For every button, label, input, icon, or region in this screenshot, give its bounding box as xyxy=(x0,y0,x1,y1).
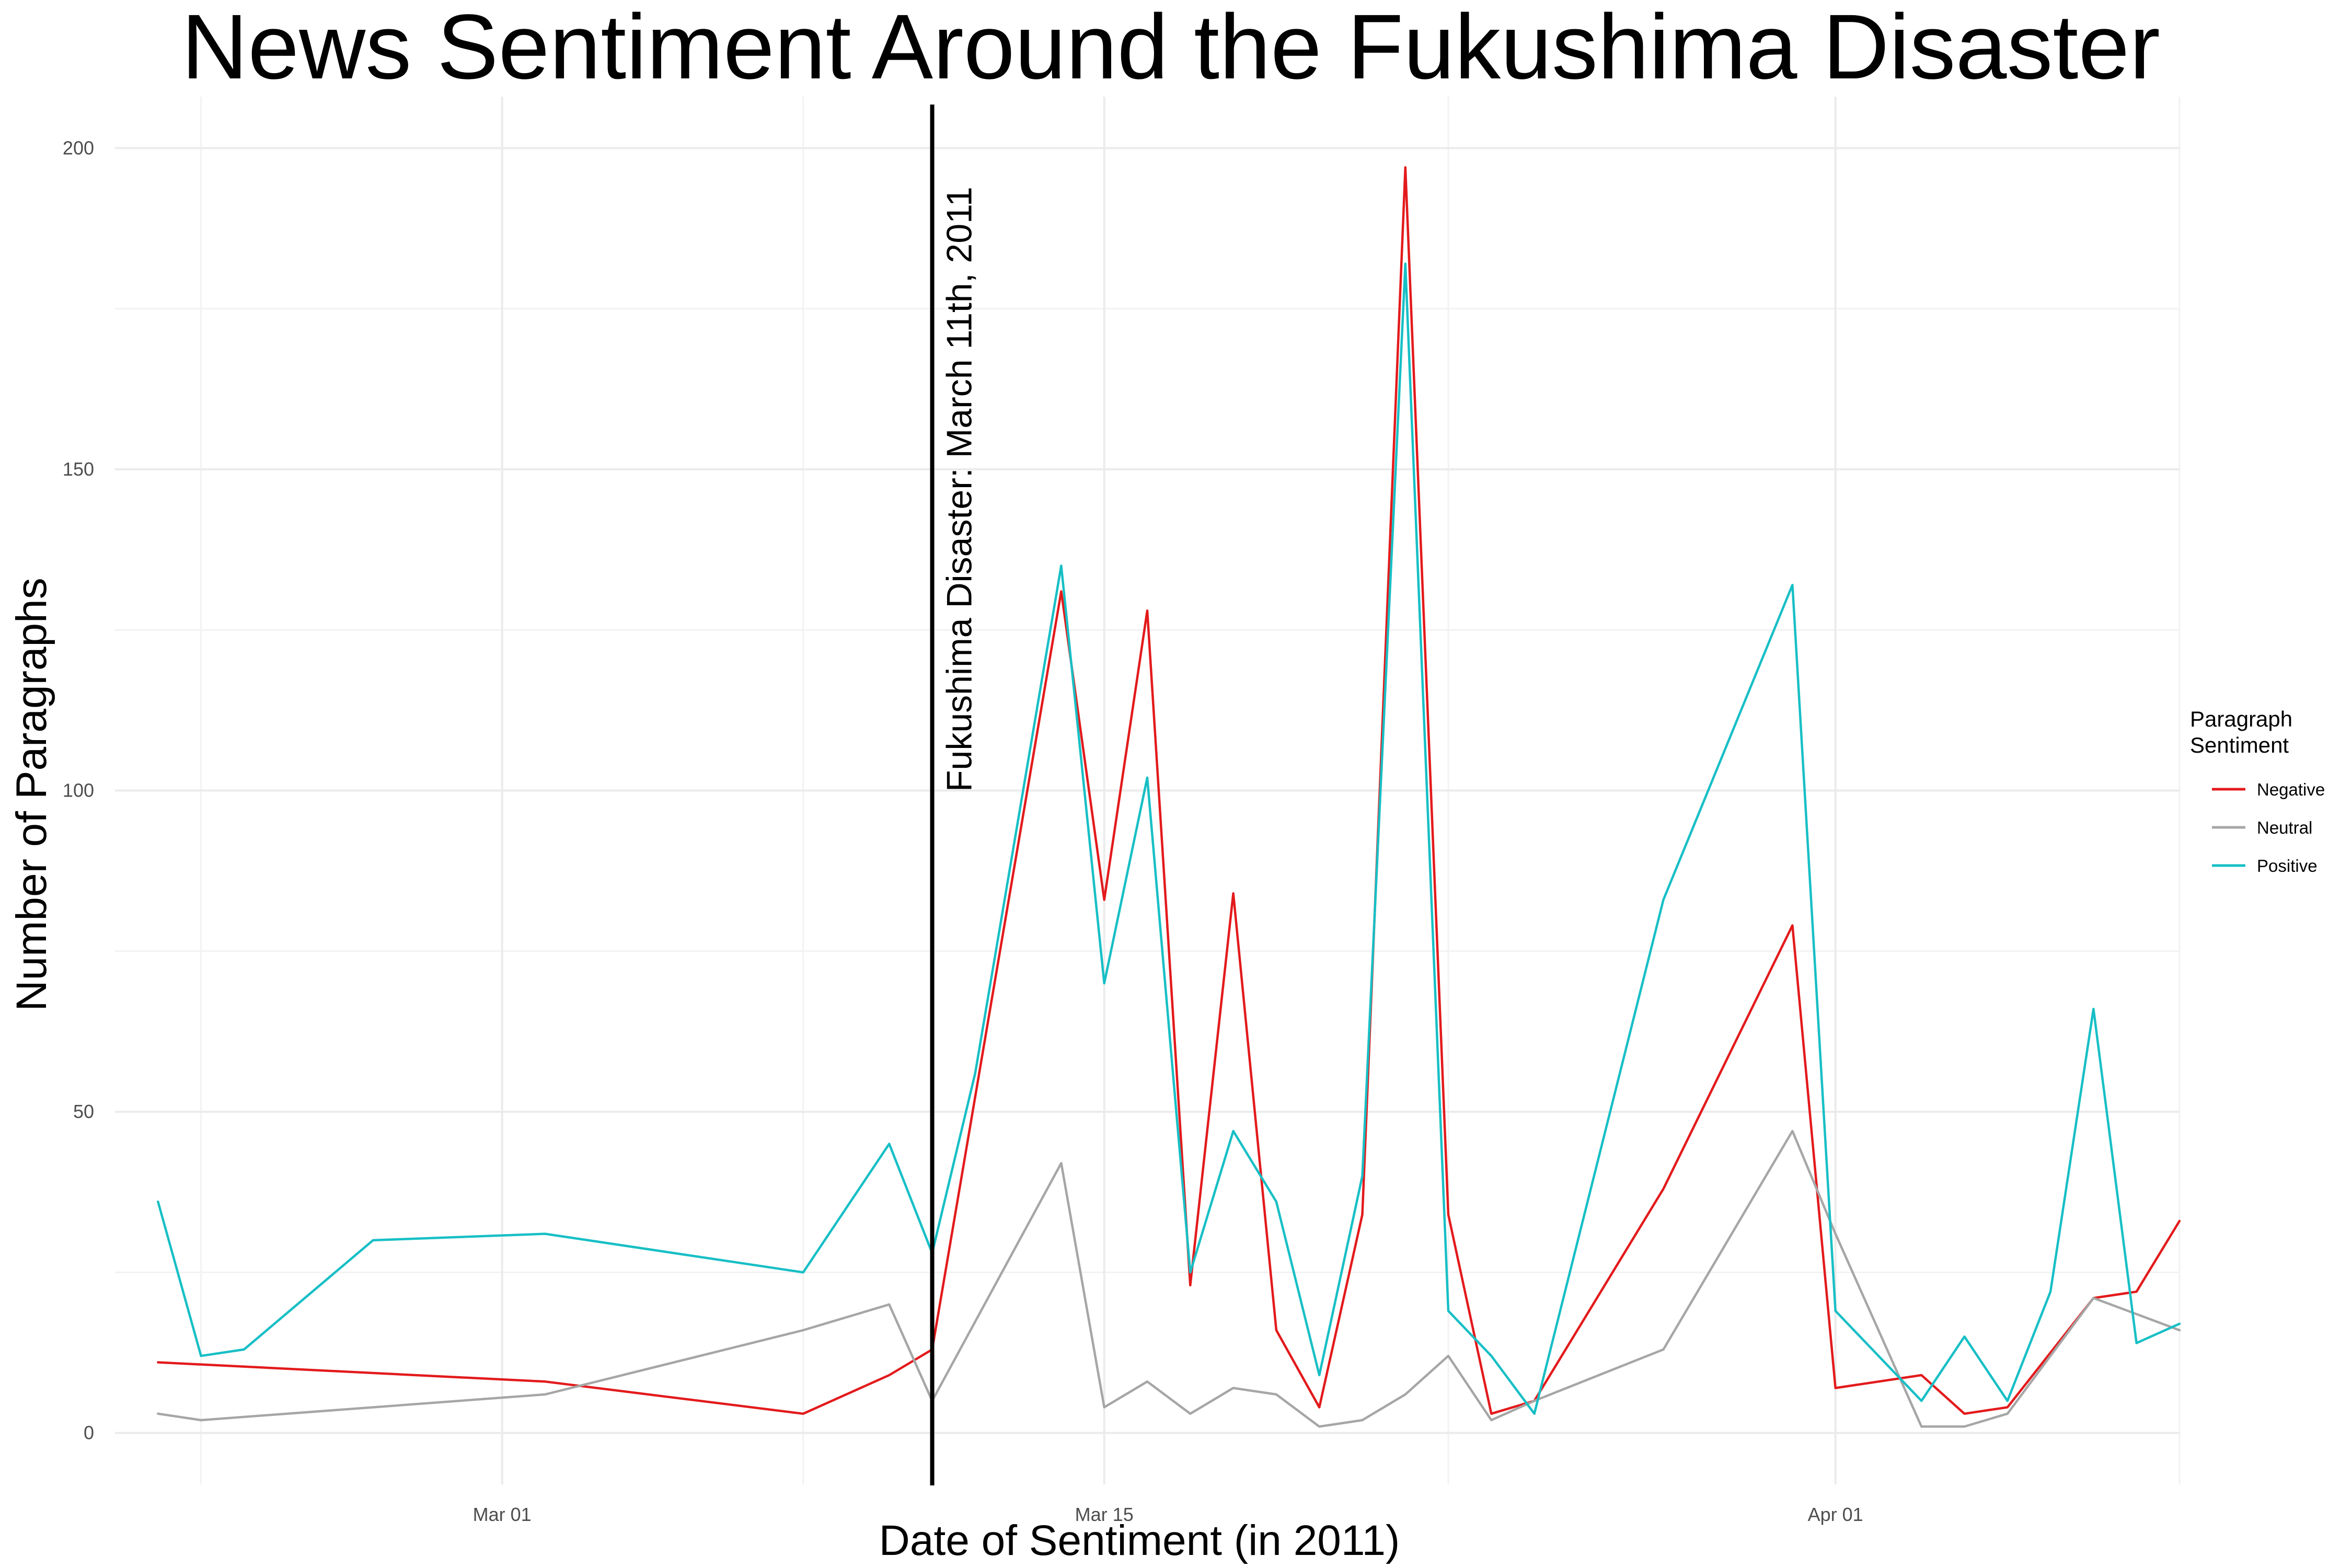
x-axis-title: Date of Sentiment (in 2011) xyxy=(879,1517,1400,1564)
y-axis-title: Number of Paragraphs xyxy=(8,578,55,1011)
y-tick-labels: 0 50 100 150 200 xyxy=(63,137,94,1443)
y-tick-label: 0 xyxy=(84,1422,94,1444)
x-tick-label: Mar 01 xyxy=(473,1504,532,1525)
y-tick-label: 150 xyxy=(63,458,94,480)
series-lines xyxy=(157,166,2181,1428)
series-line-positive xyxy=(157,262,2181,1415)
series-line-negative xyxy=(157,166,2181,1415)
y-tick-label: 100 xyxy=(63,780,94,801)
x-tick-labels: Mar 01 Mar 15 Apr 01 xyxy=(473,1504,1863,1525)
legend-label-positive: Positive xyxy=(2257,856,2318,875)
grid-lines xyxy=(115,97,2181,1484)
legend-title-line-1: Paragraph xyxy=(2190,707,2292,731)
legend-title-line-2: Sentiment xyxy=(2190,733,2289,757)
disaster-annotation-label: Fukushima Disaster: March 11th, 2011 xyxy=(940,187,979,792)
legend-label-negative: Negative xyxy=(2257,780,2325,799)
legend: Paragraph Sentiment Negative Neutral Posit… xyxy=(2190,707,2325,875)
x-tick-label: Apr 01 xyxy=(1808,1504,1863,1525)
disaster-annotation: Fukushima Disaster: March 11th, 2011 xyxy=(930,105,979,1485)
series-line-neutral xyxy=(157,1129,2181,1428)
y-tick-label: 200 xyxy=(63,137,94,158)
legend-items: Negative Neutral Positive xyxy=(2212,780,2325,875)
legend-label-neutral: Neutral xyxy=(2257,818,2312,837)
x-tick-label: Mar 15 xyxy=(1075,1504,1134,1525)
y-tick-label: 50 xyxy=(73,1101,94,1122)
chart-title: News Sentiment Around the Fukushima Disa… xyxy=(181,0,2160,98)
